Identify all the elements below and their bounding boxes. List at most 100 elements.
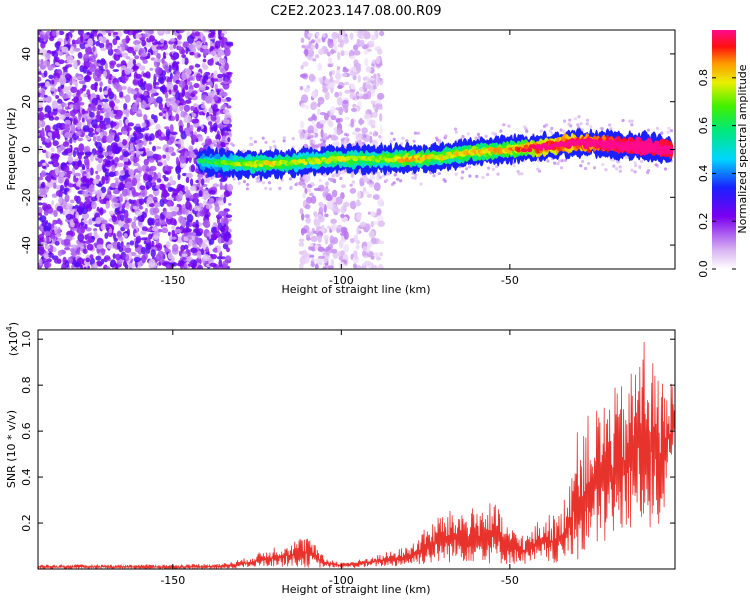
noise-blob <box>80 176 87 183</box>
noise-blob <box>113 189 120 195</box>
noise-blob <box>371 63 375 67</box>
noise-blob <box>299 208 304 215</box>
noise-blob <box>148 157 155 163</box>
noise-blob <box>212 107 217 117</box>
noise-blob <box>316 32 320 37</box>
noise-blob <box>99 120 106 124</box>
noise-blob <box>208 58 214 66</box>
noise-blob <box>123 161 130 165</box>
noise-blob <box>370 89 375 97</box>
noise-blob <box>100 223 106 231</box>
noise-blob <box>79 144 83 153</box>
noise-blob <box>246 183 250 187</box>
noise-blob <box>315 42 319 50</box>
noise-blob <box>177 46 182 50</box>
noise-blob <box>110 110 114 119</box>
noise-blob <box>349 70 354 76</box>
y-tick-label: -20 <box>20 188 33 206</box>
noise-blob <box>353 234 359 243</box>
noise-blob <box>178 30 185 34</box>
noise-blob <box>41 127 45 136</box>
noise-blob <box>66 55 74 64</box>
noise-blob <box>337 250 342 257</box>
noise-blob <box>335 72 342 80</box>
noise-blob <box>131 103 138 113</box>
noise-blob <box>371 111 378 118</box>
noise-blob <box>86 197 91 205</box>
noise-blob <box>202 190 210 200</box>
noise-blob <box>146 83 153 91</box>
noise-blob <box>170 131 178 135</box>
noise-blob <box>133 256 141 263</box>
noise-blob <box>155 214 160 220</box>
noise-blob <box>580 128 584 132</box>
noise-blob <box>342 36 349 45</box>
noise-blob <box>189 146 194 152</box>
noise-blob <box>113 203 119 207</box>
noise-blob <box>299 120 305 129</box>
noise-blob <box>525 129 529 133</box>
noise-blob <box>55 166 59 176</box>
noise-blob <box>47 132 52 137</box>
noise-blob <box>135 123 141 128</box>
noise-blob <box>268 187 273 191</box>
noise-blob <box>324 113 329 121</box>
noise-blob <box>67 155 74 164</box>
noise-blob <box>94 76 102 82</box>
noise-blob <box>300 65 304 70</box>
noise-blob <box>99 115 104 121</box>
noise-blob <box>39 33 45 39</box>
noise-blob <box>204 74 209 81</box>
noise-blob <box>185 172 193 179</box>
noise-blob <box>58 171 65 177</box>
noise-blob <box>198 111 205 116</box>
noise-blob <box>52 140 59 147</box>
noise-blob <box>38 206 43 215</box>
noise-blob <box>178 125 184 133</box>
noise-blob <box>226 105 232 109</box>
noise-blob <box>132 205 138 210</box>
noise-blob <box>114 134 120 143</box>
noise-blob <box>51 79 55 85</box>
colorbar-gradient <box>712 30 736 269</box>
noise-blob <box>226 183 234 192</box>
noise-blob <box>99 58 106 66</box>
y-tick-label: 0.4 <box>20 468 33 486</box>
noise-blob <box>334 208 341 213</box>
noise-blob <box>61 263 66 269</box>
noise-blob <box>206 232 211 237</box>
noise-blob <box>135 73 142 79</box>
noise-blob <box>363 191 370 195</box>
noise-blob <box>330 115 337 121</box>
noise-blob <box>125 253 130 262</box>
noise-blob <box>222 103 227 108</box>
noise-blob <box>175 165 181 173</box>
noise-blob <box>334 91 340 98</box>
noise-blob <box>319 119 327 125</box>
noise-blob <box>116 162 124 168</box>
noise-blob <box>351 180 355 184</box>
noise-blob <box>107 150 113 156</box>
noise-blob <box>307 49 315 57</box>
noise-blob <box>121 130 128 135</box>
noise-blob <box>332 237 339 244</box>
noise-blob <box>372 194 380 200</box>
noise-blob <box>118 236 124 242</box>
noise-blob <box>184 68 192 76</box>
noise-blob <box>167 30 171 35</box>
noise-blob <box>38 63 43 67</box>
noise-blob <box>88 218 93 225</box>
noise-blob <box>325 194 333 202</box>
noise-blob <box>42 194 47 199</box>
noise-blob <box>589 125 593 129</box>
noise-blob <box>344 89 351 94</box>
noise-blob <box>310 135 314 139</box>
noise-blob <box>376 215 384 223</box>
noise-blob <box>356 211 362 221</box>
noise-blob <box>151 227 159 232</box>
noise-blob <box>217 47 223 55</box>
noise-blob <box>646 170 650 175</box>
noise-blob <box>99 207 104 216</box>
noise-blob <box>96 110 101 116</box>
